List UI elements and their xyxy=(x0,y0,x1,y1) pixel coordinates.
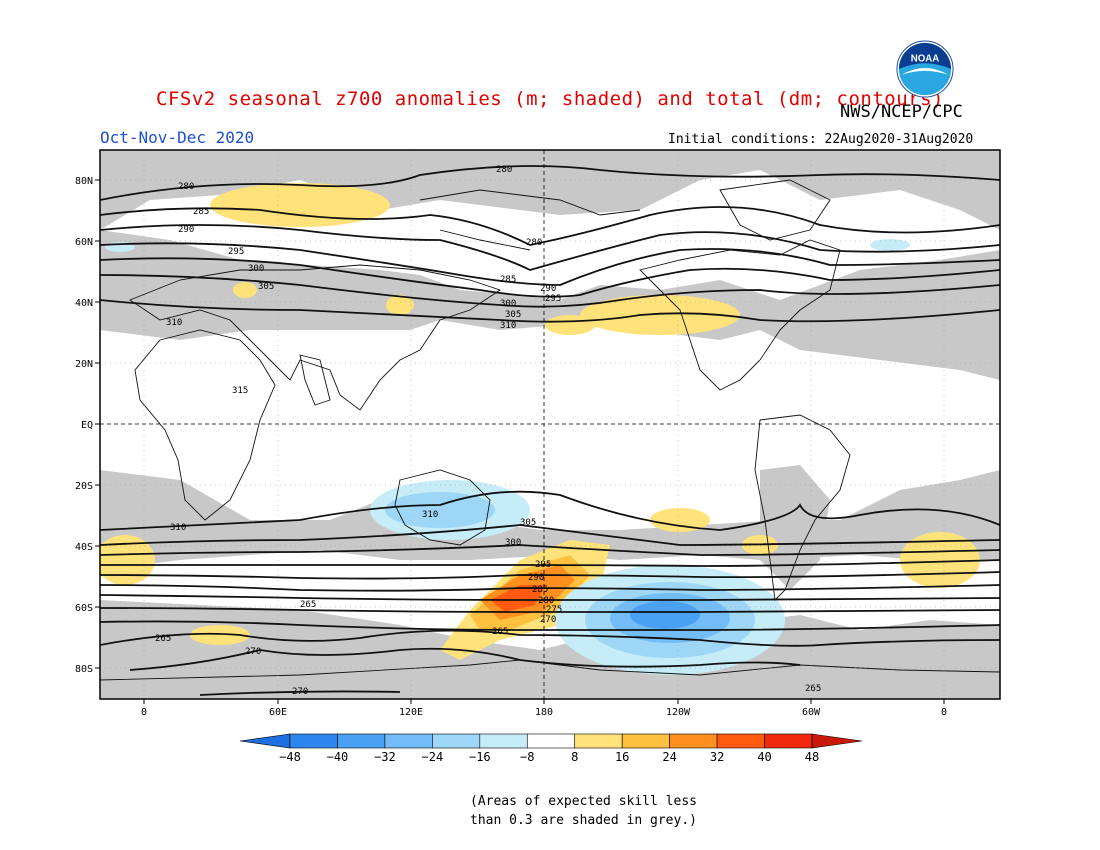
contour-label: 310 xyxy=(500,321,516,331)
contour-label: 285 xyxy=(532,585,548,595)
contour-label: 290 xyxy=(540,284,556,294)
colorbar-tick-label: −24 xyxy=(422,750,444,764)
lat-label: 40N xyxy=(75,298,93,309)
contour-label: 280 xyxy=(496,165,512,175)
contour-label: 290 xyxy=(178,225,194,235)
contour-label: 300 xyxy=(248,264,264,274)
colorbar-segment xyxy=(384,733,433,749)
lat-label: 80N xyxy=(75,176,93,187)
contour-label: 270 xyxy=(540,615,556,625)
contour-labels: 280 285 290 295 300 305 310 310 305 300 … xyxy=(155,165,821,697)
contour-label: 265 xyxy=(155,634,171,644)
tick-marks xyxy=(95,179,945,704)
longitude-labels: 0 60E 120E 180 120W 60W 0 xyxy=(141,707,947,718)
contour-label: 295 xyxy=(535,560,551,570)
colorbar-segment xyxy=(574,733,623,749)
logo-text: NOAA xyxy=(911,53,939,64)
lat-label: 20S xyxy=(75,481,93,492)
agency-label: NWS/NCEP/CPC xyxy=(840,102,963,122)
lon-label: 180 xyxy=(535,707,553,718)
latitude-labels: 80N 60N 40N 20N EQ 20S 40S 60S 80S xyxy=(75,176,93,675)
colorbar-segment xyxy=(669,733,718,749)
colorbar-segment xyxy=(337,733,386,749)
chart-title: CFSv2 seasonal z700 anomalies (m; shaded… xyxy=(156,88,944,110)
colorbar-tick-label: 48 xyxy=(805,750,819,764)
noaa-logo: NOAA xyxy=(896,40,954,98)
contour-label: 295 xyxy=(228,247,244,257)
contour-label: 290 xyxy=(528,573,544,583)
contour-label: 295 xyxy=(545,294,561,304)
contour-label: 265 xyxy=(492,627,508,637)
colorbar-tick-label: 16 xyxy=(615,750,629,764)
contour-label: 280 xyxy=(538,596,554,606)
colorbar-tick-label: −16 xyxy=(469,750,491,764)
colorbar-tick-label: −48 xyxy=(279,750,301,764)
colorbar-segment xyxy=(621,733,670,749)
contour-label: 300 xyxy=(505,538,521,548)
lat-label: 20N xyxy=(75,359,93,370)
season-label: Oct-Nov-Dec 2020 xyxy=(100,128,255,147)
map-area xyxy=(100,150,1000,699)
lon-label: 0 xyxy=(141,707,147,718)
skill-note-line1: (Areas of expected skill less xyxy=(470,794,697,809)
colorbar-tick-label: 8 xyxy=(571,750,578,764)
contour-label: 300 xyxy=(500,299,516,309)
contour-label: 270 xyxy=(292,687,308,697)
contour-label: 285 xyxy=(193,207,209,217)
colorbar-tick-label: 24 xyxy=(662,750,676,764)
contour-label: 315 xyxy=(232,386,248,396)
contour-label: 265 xyxy=(805,684,821,694)
contour-label: 265 xyxy=(300,600,316,610)
colorbar-segment xyxy=(432,733,481,749)
contour-label: 280 xyxy=(526,238,542,248)
contour-label: 280 xyxy=(178,182,194,192)
colorbar: −48 −40 −32 −24 −16 −8 8 16 24 32 40 48 xyxy=(239,733,863,764)
colorbar-segment xyxy=(289,733,338,749)
south-contours xyxy=(100,490,1000,696)
lon-label: 120W xyxy=(666,707,691,718)
lat-label: 40S xyxy=(75,542,93,553)
colorbar-tick-label: −32 xyxy=(374,750,396,764)
lat-label: EQ xyxy=(81,420,93,431)
colorbar-segment xyxy=(526,733,576,749)
initial-conditions-label: Initial conditions: 22Aug2020-31Aug2020 xyxy=(668,132,974,147)
contour-label: 310 xyxy=(170,523,186,533)
lon-label: 60W xyxy=(802,707,821,718)
colorbar-tick-label: 32 xyxy=(710,750,724,764)
negative-anomalies xyxy=(105,239,910,675)
contour-label: 305 xyxy=(258,282,274,292)
colorbar-segment xyxy=(764,733,813,749)
contour-label: 310 xyxy=(422,510,438,520)
contour-label: 310 xyxy=(166,318,182,328)
contour-label: 305 xyxy=(505,310,521,320)
contour-label: 275 xyxy=(546,605,562,615)
contour-label: 285 xyxy=(500,275,516,285)
colorbar-high-arrow xyxy=(811,733,863,749)
lon-label: 60E xyxy=(269,707,287,718)
colorbar-tick-label: 40 xyxy=(757,750,771,764)
colorbar-segment xyxy=(716,733,765,749)
lon-label: 120E xyxy=(399,707,423,718)
lon-label: 0 xyxy=(941,707,947,718)
lat-label: 60N xyxy=(75,237,93,248)
lat-label: 80S xyxy=(75,664,93,675)
colorbar-low-arrow xyxy=(239,733,291,749)
skill-note-line2: than 0.3 are shaded in grey.) xyxy=(470,813,697,828)
lat-label: 60S xyxy=(75,603,93,614)
colorbar-tick-label: −40 xyxy=(327,750,349,764)
north-contours xyxy=(100,165,1000,323)
colorbar-segment xyxy=(479,733,528,749)
contour-label: 270 xyxy=(245,647,261,657)
contour-label: 305 xyxy=(520,518,536,528)
colorbar-tick-label: −8 xyxy=(520,750,534,764)
skill-note: (Areas of expected skill less than 0.3 a… xyxy=(470,792,730,830)
